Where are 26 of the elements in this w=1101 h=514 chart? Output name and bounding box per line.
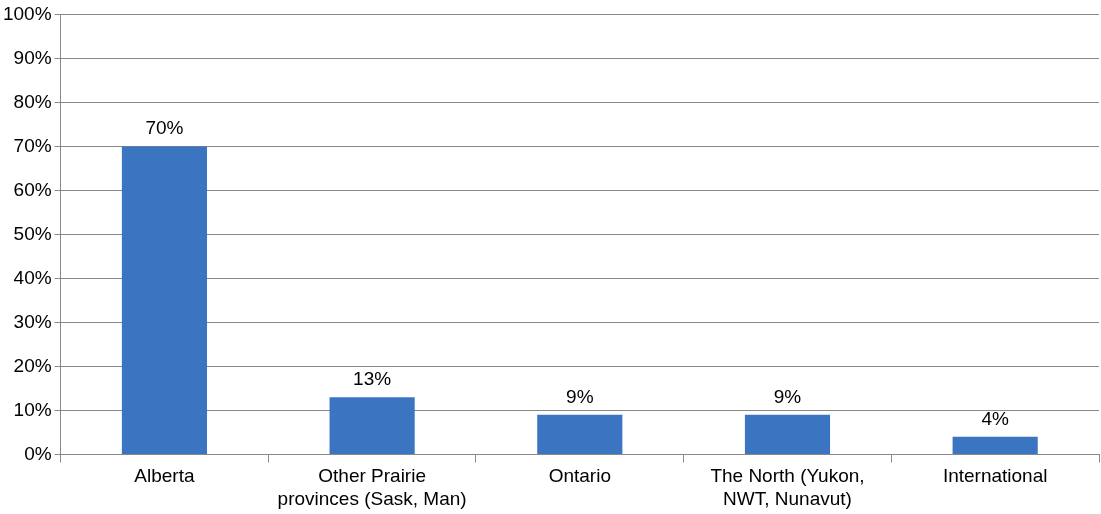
x-tick-label: Other Prairie provinces (Sask, Man) (277, 465, 467, 509)
data-label: 70% (145, 117, 184, 139)
bar (537, 414, 623, 454)
y-tick-label: 40% (13, 266, 52, 288)
data-label: 9% (566, 385, 594, 407)
y-tick-label: 10% (13, 398, 52, 420)
bar (952, 436, 1038, 454)
x-tick-label: Ontario (548, 465, 611, 487)
data-label: 4% (981, 407, 1009, 429)
x-tick-label: Alberta (134, 465, 195, 487)
y-tick-label: 60% (13, 178, 52, 200)
y-tick-label: 50% (13, 222, 52, 244)
y-tick-label: 0% (24, 442, 52, 464)
y-tick-label: 30% (13, 310, 52, 332)
y-tick-label: 90% (13, 46, 52, 68)
bar (744, 414, 831, 454)
bar (121, 146, 208, 454)
data-label: 13% (353, 367, 392, 389)
x-tick-label: International (942, 465, 1048, 487)
x-tick-label: The North (Yukon, NWT, Nunavut) (710, 465, 865, 509)
y-tick-label: 80% (13, 90, 52, 112)
data-label: 9% (773, 385, 802, 407)
bar (329, 397, 415, 454)
y-tick-label: 20% (13, 354, 52, 376)
y-tick-label: 100% (2, 2, 52, 24)
y-tick-label: 70% (13, 134, 52, 156)
